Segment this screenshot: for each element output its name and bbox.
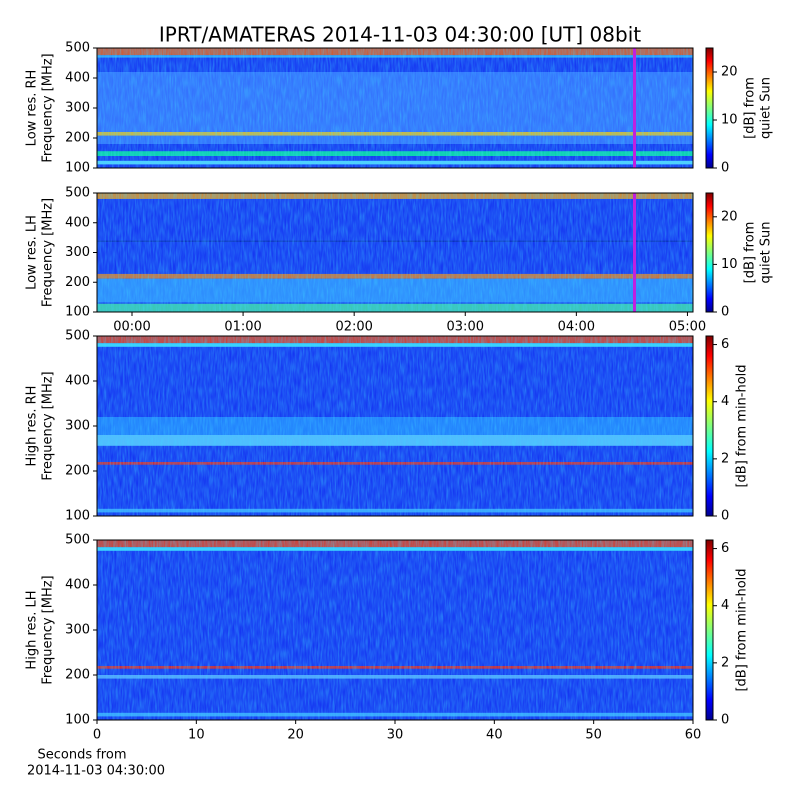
- y-axis-label: Frequency [MHz]: [41, 198, 56, 307]
- cursor-line: [633, 48, 636, 168]
- x-tick-label: 02:00: [335, 320, 372, 335]
- x-tick-label: 04:00: [558, 320, 595, 335]
- colorbar-label: [dB] from min-hold: [735, 364, 750, 487]
- x-axis-label: 2014-11-03 04:30:00: [27, 764, 165, 779]
- colorbar-tick-label: 0: [721, 305, 729, 320]
- y-tick-label: 200: [65, 668, 90, 683]
- colorbar-tick-label: 20: [721, 65, 738, 80]
- x-tick-label: 60: [685, 728, 702, 743]
- y-tick-label: 200: [65, 275, 90, 290]
- colorbar-tick-label: 20: [721, 209, 738, 224]
- y-tick-label: 100: [65, 509, 90, 524]
- colorbar: [705, 335, 714, 517]
- x-axis-label: Seconds from: [37, 748, 126, 763]
- y-tick-label: 300: [65, 245, 90, 260]
- colorbar-label: quiet Sun: [759, 77, 774, 139]
- cursor-line: [633, 193, 636, 312]
- spectrogram-noise: [97, 336, 693, 516]
- colorbar-label: quiet Sun: [759, 221, 774, 283]
- y-tick-label: 500: [65, 329, 90, 344]
- colorbar-tick-label: 0: [721, 161, 729, 176]
- colorbar-tick-label: 4: [721, 598, 729, 613]
- y-tick-label: 100: [65, 161, 90, 176]
- x-tick-label: 00:00: [113, 320, 150, 335]
- colorbar: [705, 539, 714, 721]
- spectrogram-noise: [97, 193, 693, 312]
- y-tick-label: 400: [65, 215, 90, 230]
- colorbar-tick-label: 2: [721, 655, 729, 670]
- spectrogram-noise: [97, 540, 693, 720]
- y-axis-label: High res. RH: [25, 386, 40, 467]
- y-tick-label: 200: [65, 131, 90, 146]
- spectrogram-noise: [97, 48, 693, 168]
- y-axis-label: Low res. LH: [25, 215, 40, 290]
- colorbar-tick-label: 10: [721, 257, 738, 272]
- y-tick-label: 100: [65, 713, 90, 728]
- y-tick-label: 200: [65, 464, 90, 479]
- colorbar-tick-label: 2: [721, 451, 729, 466]
- x-tick-label: 10: [188, 728, 205, 743]
- y-tick-label: 400: [65, 71, 90, 86]
- x-tick-label: 01:00: [224, 320, 261, 335]
- y-axis-label: Low res. RH: [25, 70, 40, 147]
- y-tick-label: 400: [65, 578, 90, 593]
- colorbar-tick-label: 10: [721, 113, 738, 128]
- y-axis-label: Frequency [MHz]: [41, 371, 56, 480]
- y-tick-label: 500: [65, 186, 90, 201]
- x-tick-label: 0: [93, 728, 101, 743]
- colorbar-tick-label: 4: [721, 394, 729, 409]
- x-tick-label: 30: [387, 728, 404, 743]
- colorbar-tick-label: 6: [721, 541, 729, 556]
- x-tick-label: 40: [486, 728, 503, 743]
- y-tick-label: 300: [65, 623, 90, 638]
- x-tick-label: 03:00: [447, 320, 484, 335]
- colorbar: [705, 47, 714, 169]
- colorbar-tick-label: 0: [721, 509, 729, 524]
- x-tick-label: 05:00: [669, 320, 706, 335]
- y-tick-label: 400: [65, 374, 90, 389]
- y-tick-label: 500: [65, 533, 90, 548]
- chart-title: IPRT/AMATERAS 2014-11-03 04:30:00 [UT] 0…: [159, 23, 641, 47]
- y-axis-label: Frequency [MHz]: [41, 53, 56, 162]
- x-tick-label: 50: [585, 728, 602, 743]
- x-tick-label: 20: [287, 728, 304, 743]
- colorbar-label: [dB] from: [743, 77, 758, 139]
- colorbar-tick-label: 0: [721, 713, 729, 728]
- colorbar-tick-label: 6: [721, 337, 729, 352]
- colorbar-label: [dB] from min-hold: [735, 568, 750, 691]
- y-tick-label: 500: [65, 41, 90, 56]
- colorbar-label: [dB] from: [743, 222, 758, 284]
- y-tick-label: 300: [65, 419, 90, 434]
- y-axis-label: High res. LH: [25, 590, 40, 669]
- colorbar: [705, 192, 714, 313]
- y-tick-label: 300: [65, 101, 90, 116]
- y-tick-label: 100: [65, 305, 90, 320]
- y-axis-label: Frequency [MHz]: [41, 575, 56, 684]
